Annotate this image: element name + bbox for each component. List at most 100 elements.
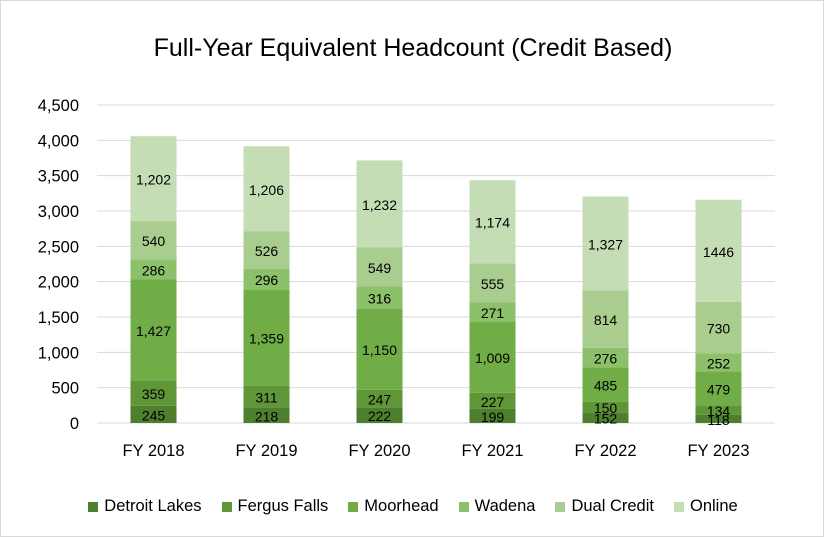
bar-segment — [695, 414, 742, 423]
data-label: 1,232 — [362, 197, 397, 213]
bar-segment — [582, 196, 629, 291]
x-tick-label: FY 2022 — [574, 442, 636, 460]
data-labels: 245 359 1,427 286 540 1,202 218 311 1,359 296 526 1… — [136, 172, 734, 428]
data-label: 316 — [368, 290, 392, 306]
bar-segment — [582, 401, 629, 413]
bar-segment — [695, 371, 742, 406]
bar-segment — [582, 290, 629, 348]
bars — [130, 136, 742, 423]
bar-segment — [356, 407, 403, 423]
bar-segment — [469, 180, 516, 264]
bar-segment — [695, 199, 742, 302]
data-label: 814 — [594, 312, 618, 328]
y-tick-label: 3,000 — [38, 203, 79, 221]
legend-label: Wadena — [474, 497, 536, 515]
bar-segment — [130, 405, 177, 423]
bar-segment — [582, 367, 629, 402]
x-tick-label: FY 2020 — [348, 442, 410, 460]
data-label: 1,206 — [249, 182, 284, 198]
bar-segment — [243, 268, 290, 290]
chart-title: Full-Year Equivalent Headcount (Credit B… — [153, 34, 673, 62]
data-label: 1,009 — [475, 350, 510, 366]
data-label: 271 — [481, 305, 505, 321]
data-label: 540 — [142, 233, 166, 249]
legend-item: Wadena — [458, 497, 536, 516]
y-tick-label: 4,500 — [38, 97, 79, 115]
bar-segment — [243, 289, 290, 386]
y-tick-label: 0 — [70, 415, 79, 433]
legend-item: Detroit Lakes — [88, 497, 202, 516]
x-tick-label: FY 2019 — [235, 442, 297, 460]
bar-segment — [243, 146, 290, 232]
bar-segment — [695, 353, 742, 372]
legend-item: Fergus Falls — [221, 497, 329, 516]
y-tick-label: 2,500 — [38, 238, 79, 256]
legend-label: Online — [690, 497, 738, 515]
y-tick-label: 3,500 — [38, 168, 79, 186]
bar-segment — [469, 263, 516, 303]
legend-label: Detroit Lakes — [104, 497, 202, 515]
data-label: 152 — [594, 411, 618, 427]
data-label: 359 — [142, 386, 166, 402]
bar-segment — [469, 408, 516, 423]
legend-label: Fergus Falls — [237, 497, 329, 515]
data-label: 252 — [707, 355, 731, 371]
data-label: 118 — [707, 412, 730, 428]
data-label: 199 — [481, 409, 505, 425]
bar-segment — [695, 301, 742, 354]
data-label: 1,150 — [362, 342, 397, 358]
y-tick-label: 500 — [51, 380, 79, 398]
bar-segment — [243, 407, 290, 423]
bar-segment — [695, 405, 742, 415]
data-label: 247 — [368, 392, 392, 408]
gridlines — [97, 104, 775, 424]
legend-item: Dual Credit — [555, 497, 654, 516]
y-axis-ticks: 0 500 1,000 1,500 2,000 2,500 3,000 3,500 4,000 4… — [38, 97, 79, 433]
stacked-bar-chart: 0 500 1,000 1,500 2,000 2,500 3,000 3,500 4,000 4… — [38, 97, 775, 460]
y-tick-label: 4,000 — [38, 132, 79, 150]
legend-item: Moorhead — [348, 497, 439, 516]
bar-segment — [356, 308, 403, 390]
x-tick-label: FY 2023 — [687, 442, 749, 460]
legend-item: Online — [674, 497, 738, 516]
data-label: 245 — [142, 407, 166, 423]
data-label: 1,427 — [136, 323, 171, 339]
data-label: 730 — [707, 321, 731, 337]
legend-swatch — [674, 501, 684, 512]
legend-swatch — [555, 501, 566, 512]
legend-label: Dual Credit — [571, 497, 654, 515]
y-tick-label: 1,500 — [38, 309, 79, 327]
bar-segment — [130, 279, 177, 381]
bar-segment — [130, 380, 177, 406]
x-tick-label: FY 2021 — [461, 442, 523, 460]
data-label: 276 — [594, 351, 618, 367]
bar-segment — [356, 160, 403, 248]
bar-segment — [469, 302, 516, 322]
data-label: 526 — [255, 243, 279, 259]
bar-segment — [130, 136, 177, 222]
bar-segment — [356, 286, 403, 309]
data-label: 555 — [481, 276, 505, 292]
data-label: 286 — [142, 262, 166, 278]
data-label: 1,174 — [475, 215, 510, 231]
bar-segment — [356, 247, 403, 287]
legend-swatch — [348, 501, 359, 512]
data-label: 227 — [481, 394, 505, 410]
x-tick-label: FY 2018 — [122, 442, 184, 460]
data-label: 150 — [594, 400, 618, 416]
data-label: 1,359 — [249, 331, 284, 347]
data-label: 1,202 — [136, 172, 171, 188]
y-tick-label: 1,000 — [38, 344, 79, 362]
data-label: 222 — [368, 408, 392, 424]
bar-segment — [469, 392, 516, 409]
bar-segment — [582, 412, 629, 423]
bar-segment — [130, 259, 177, 280]
y-tick-label: 2,000 — [38, 274, 79, 292]
data-label: 485 — [594, 378, 618, 394]
bar-segment — [243, 231, 290, 269]
bar-segment — [130, 221, 177, 260]
data-label: 218 — [255, 408, 279, 424]
legend: Detroit Lakes Fergus Falls Moorhead Wadena D… — [1, 497, 824, 516]
data-label: 1446 — [703, 244, 734, 260]
